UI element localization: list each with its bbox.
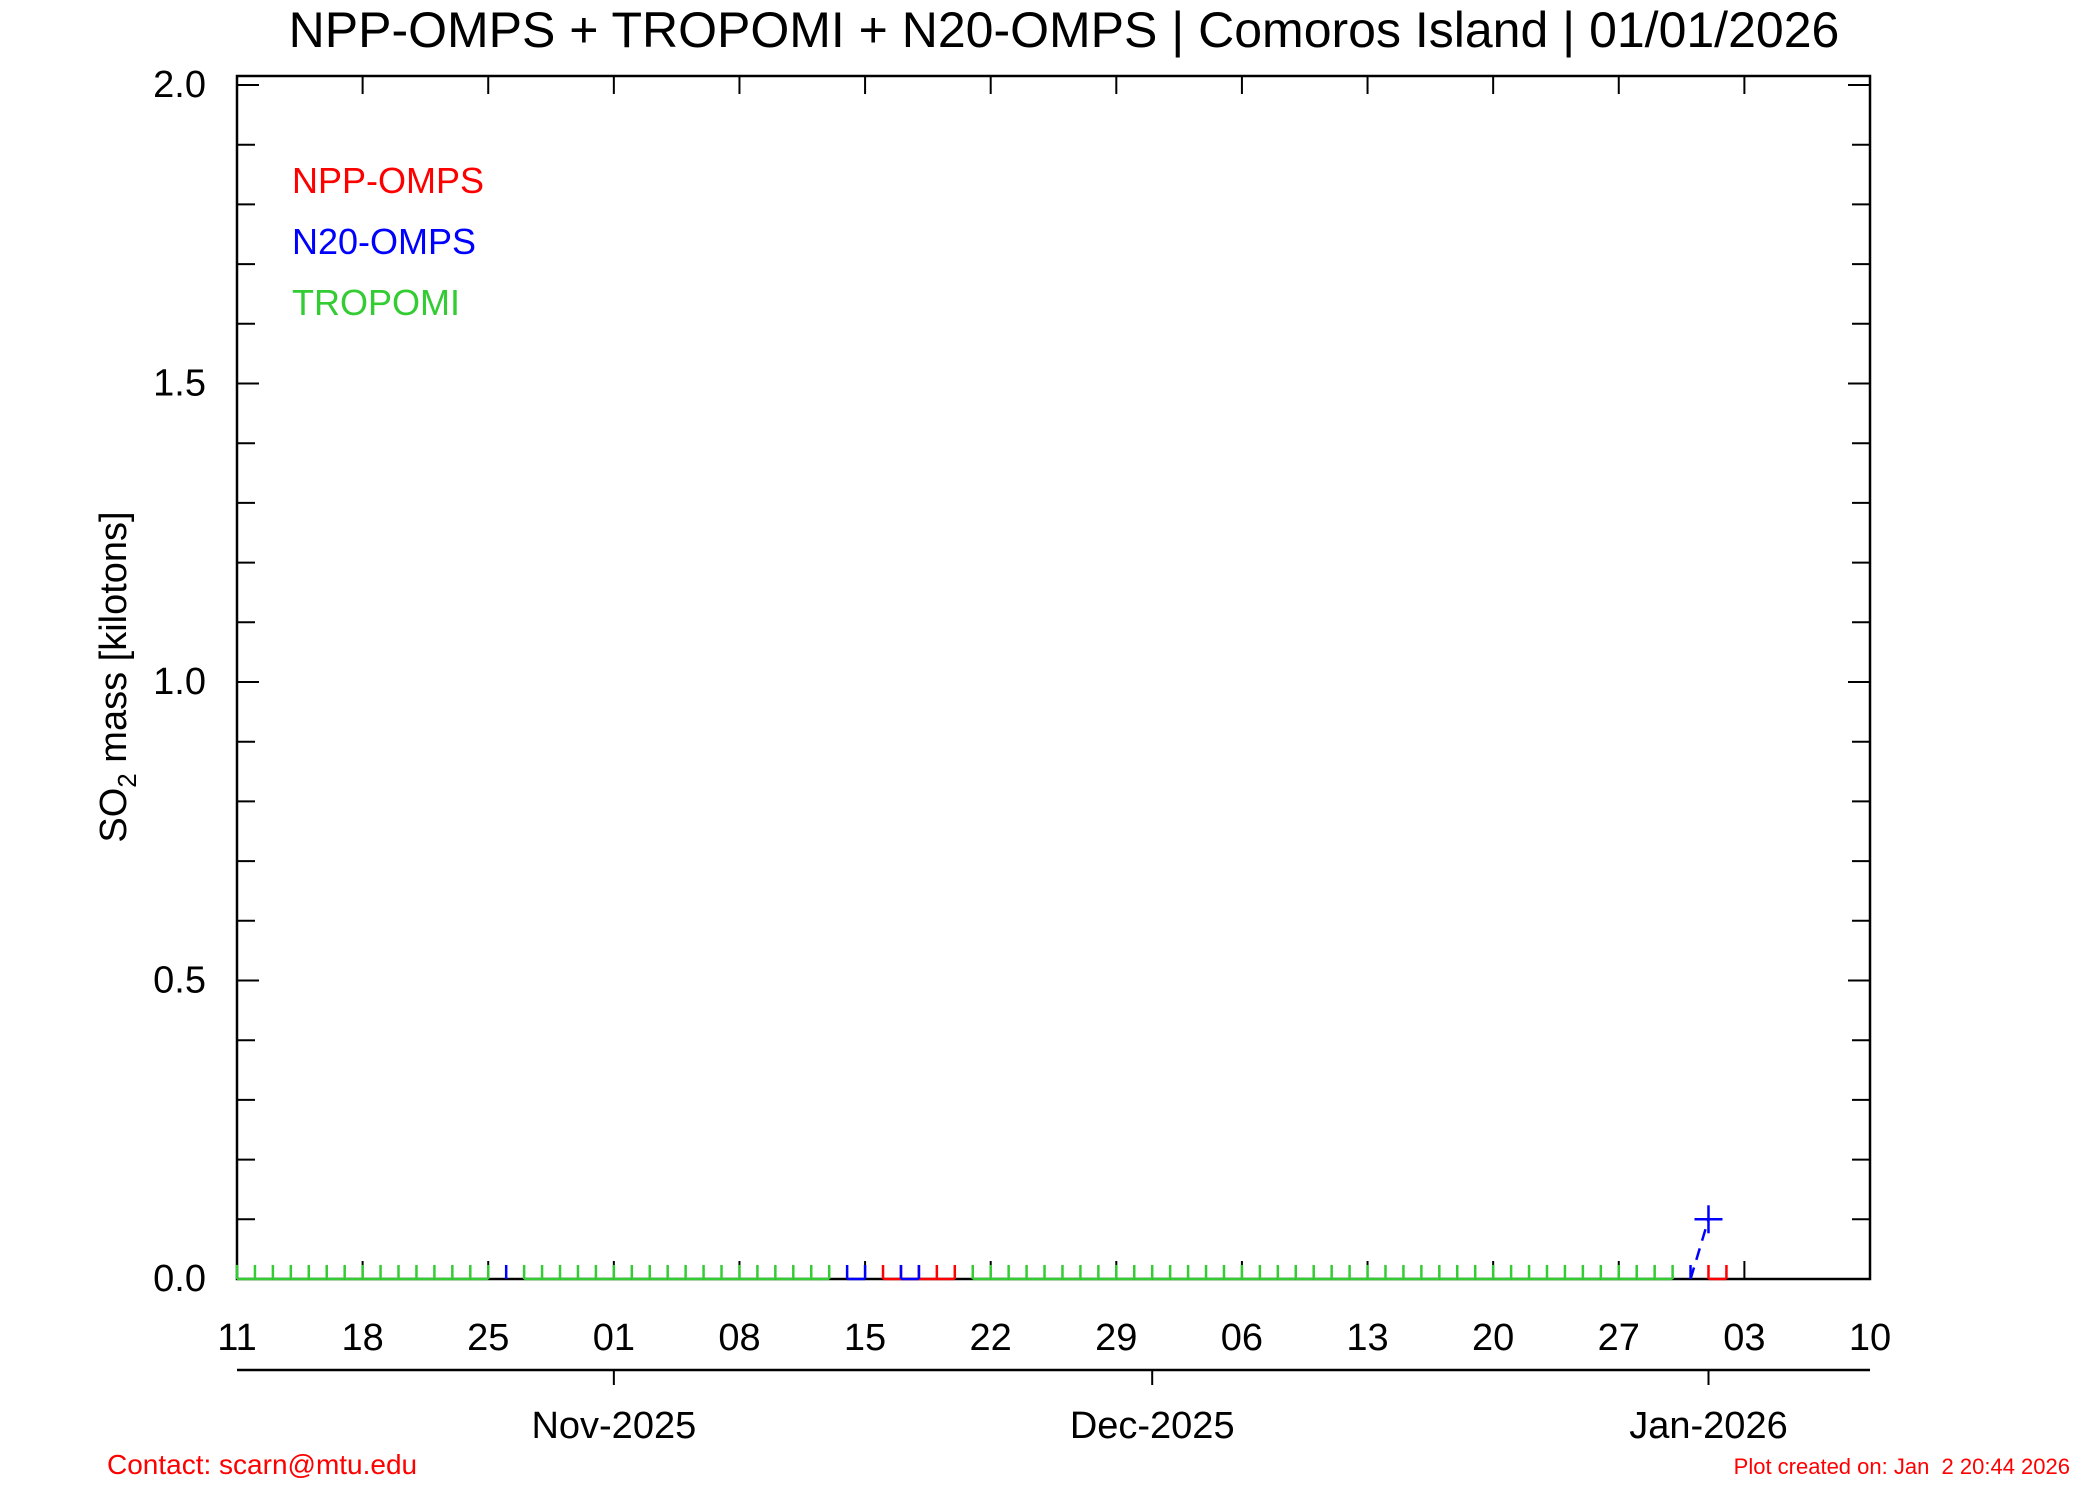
plot-created-footer: Plot created on: Jan 2 20:44 2026 [1734,1454,2070,1479]
x-tick-label: 11 [217,1317,256,1359]
x-tick-label: 20 [1472,1317,1514,1359]
y-tick-label: 0.0 [153,1258,206,1300]
y-tick-label: 2.0 [153,64,206,106]
x-axis: 11 18 25 01 08 15 22 29 06 13 20 27 03 10 [217,76,1891,1359]
n20-omps-line-segment [1689,1218,1710,1280]
legend-tropomi: TROPOMI [292,282,460,323]
x-tick-label: 18 [341,1317,383,1359]
y-tick-label: 1.5 [153,363,206,405]
plot-frame [235,74,1872,1281]
x-tick-label: 29 [1095,1317,1137,1359]
x-tick-label: 25 [467,1317,509,1359]
x-tick-label: 22 [970,1317,1012,1359]
x-tick-label: 08 [718,1317,760,1359]
y-tick-label: 0.5 [153,960,206,1002]
month-tick-label: Nov-2025 [531,1405,696,1447]
y-axis-label: SO2 mass [kilotons] [93,511,142,842]
month-axis: Nov-2025 Dec-2025 Jan-2026 [237,1368,1870,1447]
y-axis-label-main: SO [93,788,135,843]
plot-area-border [235,74,1872,1281]
x-tick-label: 03 [1723,1317,1765,1359]
n20-omps-point [1694,1205,1723,1234]
x-tick-label: 13 [1346,1317,1388,1359]
y-axis: 0.0 0.5 1.0 1.5 2.0 [153,64,1870,1300]
y-axis-label-subscript: 2 [112,773,142,787]
legend-n20-omps: N20-OMPS [292,221,476,262]
x-tick-label: 06 [1221,1317,1263,1359]
month-tick-label: Jan-2026 [1629,1405,1787,1447]
x-tick-label: 15 [844,1317,886,1359]
x-tick-label: 10 [1849,1317,1891,1359]
contact-footer: Contact: scarn@mtu.edu [107,1449,417,1480]
x-tick-label: 01 [593,1317,635,1359]
y-axis-label-rest: mass [kilotons] [93,511,135,773]
legend: NPP-OMPS N20-OMPS TROPOMI [292,160,484,323]
x-tick-label: 27 [1598,1317,1640,1359]
month-tick-label: Dec-2025 [1070,1405,1235,1447]
y-tick-label: 1.0 [153,661,206,703]
legend-npp-omps: NPP-OMPS [292,160,484,201]
series-layer [235,1205,1728,1281]
chart-title: NPP-OMPS + TROPOMI + N20-OMPS | Comoros … [289,2,1840,58]
